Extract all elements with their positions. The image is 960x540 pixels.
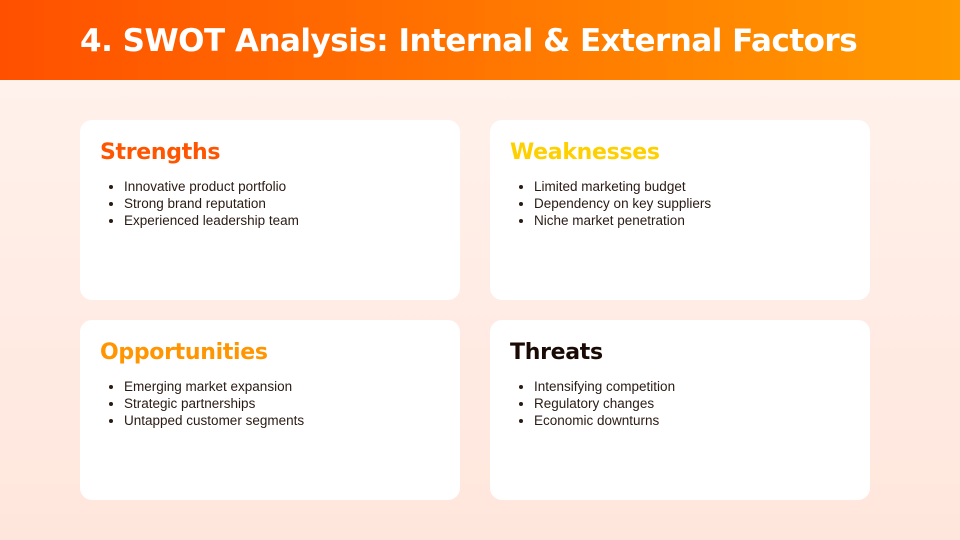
card-title: Threats <box>510 340 603 365</box>
list-item: Economic downturns <box>534 412 850 429</box>
list-item: Intensifying competition <box>534 378 850 395</box>
list-item: Regulatory changes <box>534 395 850 412</box>
list-item: Untapped customer segments <box>124 412 440 429</box>
page-title: 4. SWOT Analysis: Internal & External Fa… <box>80 23 858 59</box>
list-item: Strategic partnerships <box>124 395 440 412</box>
strengths-card: Strengths Innovative product portfolioSt… <box>80 120 460 300</box>
card-title: Opportunities <box>100 340 268 365</box>
list-item: Dependency on key suppliers <box>534 195 850 212</box>
list-item: Niche market penetration <box>534 212 850 229</box>
list-item: Experienced leadership team <box>124 212 440 229</box>
threats-card: Threats Intensifying competitionRegulato… <box>490 320 870 500</box>
header-bar: 4. SWOT Analysis: Internal & External Fa… <box>0 0 960 80</box>
opportunities-card: Opportunities Emerging market expansionS… <box>80 320 460 500</box>
card-title: Strengths <box>100 140 221 165</box>
list-item: Innovative product portfolio <box>124 178 440 195</box>
card-title: Weaknesses <box>510 140 660 165</box>
list-item: Strong brand reputation <box>124 195 440 212</box>
weaknesses-card: Weaknesses Limited marketing budgetDepen… <box>490 120 870 300</box>
list-item: Emerging market expansion <box>124 378 440 395</box>
list-item: Limited marketing budget <box>534 178 850 195</box>
